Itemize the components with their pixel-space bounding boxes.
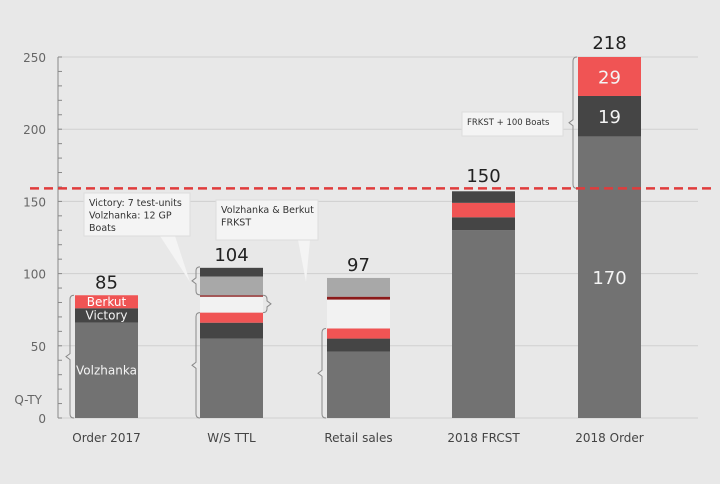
annotation-callout: Volzhanka & Berkut FRKST — [215, 199, 319, 282]
x-tick-label: 2018 Order — [575, 431, 644, 445]
braces — [65, 56, 578, 419]
bar-segment — [200, 322, 263, 339]
bar-segment — [75, 308, 138, 323]
y-tick-label: 100 — [23, 268, 46, 282]
callout-box — [83, 192, 191, 237]
x-tick-label: Order 2017 — [72, 431, 140, 445]
y-tick-label: 150 — [23, 195, 46, 209]
bar-w-s-ttl — [200, 267, 263, 418]
callout-box — [461, 111, 564, 137]
annotation-callout: Victory: 7 test-units Volzhanka: 12 GPBoa… — [83, 192, 191, 282]
total-label: 150 — [466, 166, 500, 187]
annotation-callout: FRKST + 100 Boats — [461, 111, 564, 137]
x-tick-label: W/S TTL — [207, 431, 256, 445]
bar-segment — [200, 295, 263, 297]
y-tick-label: 0 — [38, 412, 46, 426]
bar-2018-frcst — [452, 191, 515, 418]
brace — [191, 312, 201, 419]
bar-segment — [578, 95, 641, 137]
bar-segment — [200, 312, 263, 323]
bar-segment — [327, 328, 390, 339]
bar-2018-order: 170 19 29 — [578, 57, 641, 419]
x-tick-label: Retail sales — [324, 431, 392, 445]
y-tick-label: 250 — [23, 51, 46, 65]
y-axis-label: Q-TY — [14, 393, 42, 407]
bar-segment — [327, 277, 390, 297]
brace — [568, 56, 578, 189]
bar-retail-sales — [327, 277, 390, 418]
bar-segment — [327, 338, 390, 352]
total-label: 97 — [347, 255, 370, 276]
bar-segment — [75, 295, 138, 309]
bar-segment — [200, 267, 263, 277]
callout-box — [215, 199, 319, 241]
x-axis-labels: Order 2017 W/S TTL Retail sales 2018 FRCST 2… — [72, 431, 644, 445]
segment-label: 19 — [598, 107, 621, 128]
bar-segment — [452, 230, 515, 418]
brace — [65, 294, 75, 419]
y-tick-label: 200 — [23, 123, 46, 137]
callout-text: FRKST + 100 Boats — [467, 118, 550, 128]
bar-segment — [327, 351, 390, 418]
segment-label: Volzhanka — [76, 363, 137, 377]
total-labels: 85 104 97 150 218 — [95, 33, 627, 293]
bar-segment — [327, 296, 390, 300]
brace — [317, 327, 327, 419]
callout-text: Victory: 7 test-units — [89, 198, 182, 209]
y-axis: 0 50 100 150 200 250 — [23, 51, 698, 426]
total-label: 104 — [214, 245, 248, 266]
bar-segment — [452, 202, 515, 218]
segment-label: Victory — [86, 308, 128, 322]
segment-label: 29 — [598, 67, 621, 88]
bar-segment — [200, 296, 263, 313]
callout-pointer — [298, 240, 310, 282]
callout-text: Volzhanka & Berkut — [221, 205, 314, 216]
bar-segment — [327, 299, 390, 329]
total-label: 218 — [592, 33, 626, 54]
callout-text: Volzhanka: 12 GP — [89, 211, 172, 222]
brace — [191, 266, 201, 296]
segment-label: 170 — [592, 268, 626, 289]
segment-label: Berkut — [87, 295, 127, 309]
annotations: Victory: 7 test-units Volzhanka: 12 GPBoa… — [83, 111, 564, 282]
bar-segment — [200, 338, 263, 418]
total-label: 85 — [95, 272, 118, 293]
bar-segment — [75, 322, 138, 418]
bar-segment — [578, 57, 641, 96]
x-tick-label: 2018 FRCST — [447, 431, 520, 445]
bar-segment — [200, 276, 263, 296]
bar-segment — [452, 191, 515, 203]
callout-pointer — [160, 236, 190, 282]
bar-segment — [578, 136, 641, 419]
bar-segment — [452, 217, 515, 231]
y-tick-label: 50 — [31, 340, 46, 354]
callout-text: Boats — [89, 223, 116, 234]
callout-text: FRKST — [221, 218, 251, 229]
brace — [262, 294, 272, 314]
